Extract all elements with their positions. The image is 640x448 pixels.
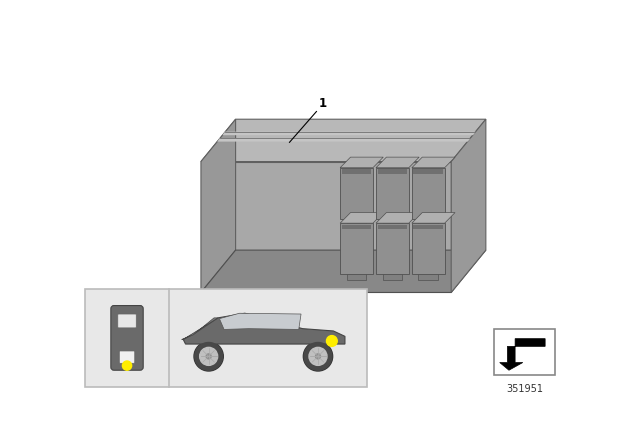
Bar [86,289,367,387]
FancyBboxPatch shape [119,351,135,363]
Polygon shape [182,318,218,340]
Circle shape [316,354,321,359]
Polygon shape [413,225,443,229]
Polygon shape [376,212,419,223]
Polygon shape [378,225,407,229]
Polygon shape [412,157,455,168]
Polygon shape [201,119,486,162]
Polygon shape [412,223,445,274]
Text: 351951: 351951 [506,384,543,394]
Text: 1: 1 [319,97,327,110]
Polygon shape [201,162,451,293]
Polygon shape [223,132,476,135]
Polygon shape [419,274,438,280]
Polygon shape [340,223,373,274]
Polygon shape [376,157,419,168]
Circle shape [206,354,211,359]
Polygon shape [419,219,438,225]
Polygon shape [378,169,407,174]
Polygon shape [347,219,366,225]
Polygon shape [347,274,366,280]
Polygon shape [383,219,402,225]
Polygon shape [340,157,383,168]
Polygon shape [201,250,486,293]
Polygon shape [376,168,409,219]
Polygon shape [451,119,486,293]
Polygon shape [376,223,409,274]
Polygon shape [383,274,402,280]
Circle shape [194,342,223,371]
Circle shape [304,343,332,370]
Circle shape [303,342,333,371]
Polygon shape [340,168,373,219]
Circle shape [309,347,327,366]
Polygon shape [412,212,455,223]
FancyBboxPatch shape [118,314,136,328]
Polygon shape [413,169,443,174]
Bar [493,329,555,375]
Polygon shape [218,138,470,142]
Circle shape [200,347,218,366]
Polygon shape [500,339,545,370]
Polygon shape [183,313,345,344]
Polygon shape [220,313,301,329]
Polygon shape [342,225,371,229]
FancyBboxPatch shape [111,306,143,370]
Polygon shape [201,119,236,293]
Circle shape [195,343,223,370]
Polygon shape [342,169,371,174]
Polygon shape [340,212,383,223]
Circle shape [122,361,132,370]
Circle shape [326,336,337,346]
Polygon shape [412,168,445,219]
